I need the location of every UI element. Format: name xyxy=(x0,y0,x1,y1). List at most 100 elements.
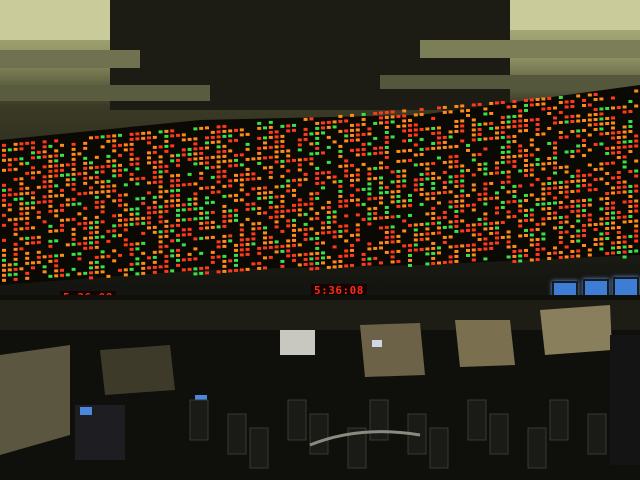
ticker-cell xyxy=(634,104,639,108)
ticker-cell xyxy=(553,121,557,125)
ticker-cell xyxy=(431,141,436,145)
ticker-cell xyxy=(106,164,111,168)
ticker-cell xyxy=(344,264,349,268)
ticker-cell xyxy=(65,183,70,187)
ticker-cell xyxy=(176,208,180,212)
ticker-cell xyxy=(616,135,621,139)
ticker-cell xyxy=(616,245,621,249)
ticker-cell xyxy=(500,220,505,224)
ticker-cell xyxy=(42,195,47,199)
ticker-cell xyxy=(280,249,285,253)
ticker-cell xyxy=(500,130,505,134)
ticker-cell xyxy=(541,97,546,101)
ticker-cell xyxy=(297,163,302,167)
ticker-cell xyxy=(419,222,424,226)
ticker-cell xyxy=(309,132,314,136)
ticker-cell xyxy=(344,204,349,208)
ticker-cell xyxy=(350,243,354,247)
ticker-cell xyxy=(466,143,470,147)
ticker-cell xyxy=(541,217,546,221)
ticker-cell xyxy=(587,248,592,252)
ticker-cell xyxy=(25,186,30,190)
ticker-cell xyxy=(292,258,296,262)
ticker-cell xyxy=(292,253,296,257)
ticker-cell xyxy=(216,125,221,129)
ticker-cell xyxy=(187,227,192,231)
ticker-cell xyxy=(2,143,6,147)
ticker-cell xyxy=(315,131,320,135)
ticker-cell xyxy=(529,118,534,122)
ticker-cell xyxy=(268,130,273,134)
ticker-cell xyxy=(315,151,320,155)
ticker-cell xyxy=(129,252,134,256)
ticker-cell xyxy=(60,228,64,232)
ticker-cell xyxy=(483,257,488,261)
ticker-cell xyxy=(263,246,267,250)
ticker-cell xyxy=(112,224,117,228)
ticker-cell xyxy=(611,221,615,225)
chair xyxy=(369,399,389,441)
desk-equipment xyxy=(540,305,612,355)
ticker-cell xyxy=(7,163,12,167)
ticker-cell xyxy=(48,224,53,228)
ticker-cell xyxy=(31,201,35,205)
ticker-cell xyxy=(251,237,256,241)
ticker-cell xyxy=(210,185,215,189)
ticker-cell xyxy=(442,240,447,244)
ticker-cell xyxy=(338,119,343,123)
ticker-cell xyxy=(576,114,581,118)
ticker-cell xyxy=(176,183,180,187)
ticker-cell xyxy=(216,155,221,159)
ticker-cell xyxy=(181,268,186,272)
ticker-cell xyxy=(413,143,418,147)
ticker-cell xyxy=(425,147,430,151)
ticker-cell xyxy=(570,234,575,238)
ticker-cell xyxy=(634,199,639,203)
ticker-cell xyxy=(54,214,59,218)
ticker-cell xyxy=(605,146,610,150)
chair xyxy=(287,399,307,441)
ticker-cell xyxy=(367,247,372,251)
ticker-cell xyxy=(315,176,320,180)
ticker-cell xyxy=(616,190,621,194)
ticker-cell xyxy=(234,163,238,167)
ticker-cell xyxy=(384,135,389,139)
ticker-cell xyxy=(2,223,6,227)
ticker-cell xyxy=(112,169,117,173)
ticker-cell xyxy=(396,234,401,238)
ticker-cell xyxy=(158,195,163,199)
ticker-cell xyxy=(228,179,233,183)
ticker-cell xyxy=(83,246,88,250)
ticker-cell xyxy=(187,197,192,201)
ticker-cell xyxy=(205,136,209,140)
ticker-cell xyxy=(350,173,354,177)
ticker-cell xyxy=(582,98,586,102)
ticker-cell xyxy=(332,265,337,269)
ticker-cell xyxy=(390,200,395,204)
ticker-cell xyxy=(222,169,227,173)
ticker-cell xyxy=(13,247,18,251)
ticker-cell xyxy=(483,122,488,126)
ticker-cell xyxy=(326,120,331,124)
ticker-cell xyxy=(274,225,279,229)
ticker-cell xyxy=(315,256,320,260)
ticker-cell xyxy=(292,193,296,197)
chair xyxy=(489,413,509,455)
ticker-cell xyxy=(309,202,314,206)
ticker-cell xyxy=(379,201,383,205)
ticker-cell xyxy=(152,250,157,254)
ticker-cell xyxy=(141,201,146,205)
ticker-cell xyxy=(495,206,499,210)
ticker-cell xyxy=(36,155,41,159)
ticker-cell xyxy=(147,226,151,230)
ticker-cell xyxy=(19,192,24,196)
ticker-cell xyxy=(570,114,575,118)
ticker-cell xyxy=(576,234,581,238)
ticker-cell xyxy=(361,112,366,116)
ticker-cell xyxy=(25,251,30,255)
ticker-cell xyxy=(471,248,476,252)
ticker-cell xyxy=(437,141,441,145)
ticker-cell xyxy=(268,240,273,244)
ticker-cell xyxy=(263,266,267,270)
ticker-cell xyxy=(19,162,24,166)
